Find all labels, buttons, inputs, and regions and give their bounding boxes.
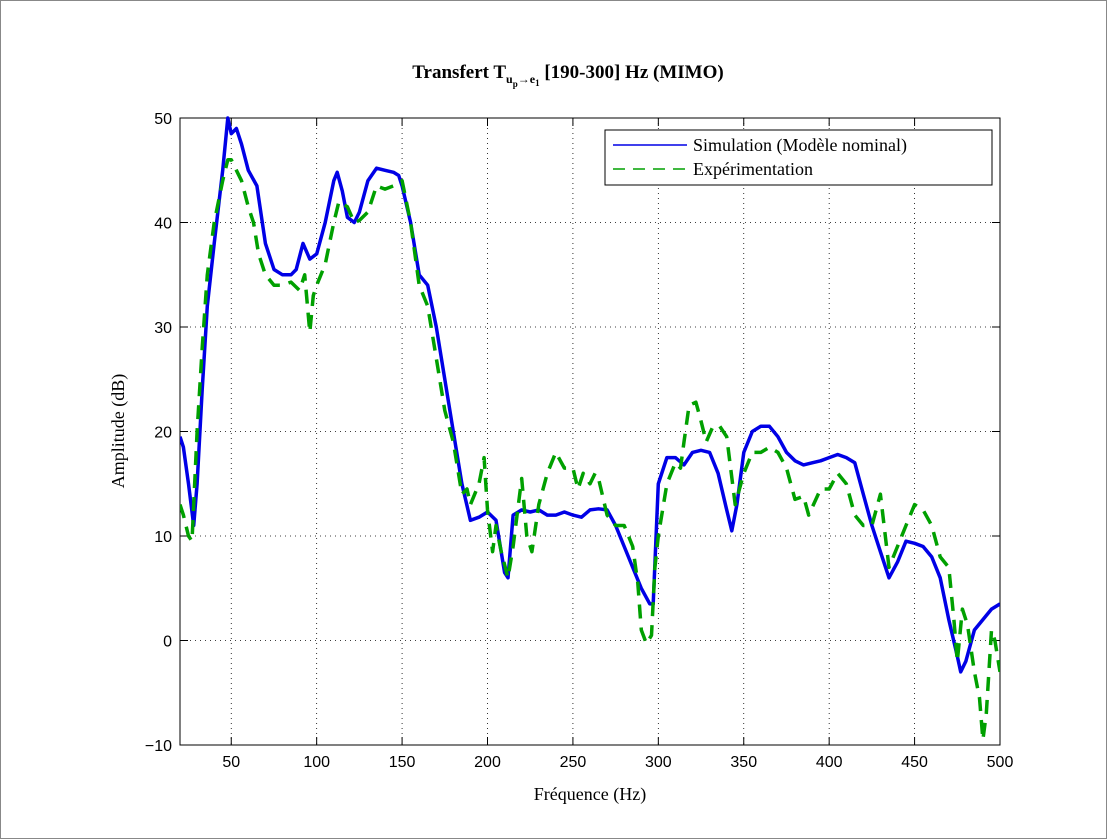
title-part: u bbox=[506, 72, 513, 86]
title-part: [190-300] Hz (MIMO) bbox=[540, 62, 724, 83]
chart-title: Transfert Tup→e1 [190-300] Hz (MIMO) bbox=[412, 62, 723, 89]
y-tick-label: 0 bbox=[163, 634, 172, 651]
y-axis-label: Amplitude (dB) bbox=[108, 374, 129, 489]
y-tick-label: 20 bbox=[154, 425, 172, 442]
title-part: →e bbox=[518, 72, 536, 86]
legend-label: Simulation (Modèle nominal) bbox=[693, 135, 907, 156]
plot-frame bbox=[179, 117, 1001, 746]
x-tick-label: 350 bbox=[730, 754, 757, 771]
y-tick-label: 10 bbox=[154, 529, 172, 546]
legend-box bbox=[604, 129, 993, 186]
y-tick-label: 40 bbox=[154, 216, 172, 233]
data-line bbox=[180, 116, 1000, 674]
x-tick-label: 100 bbox=[303, 754, 330, 771]
x-tick-label: 400 bbox=[816, 754, 843, 771]
x-tick-label: 200 bbox=[474, 754, 501, 771]
x-tick-label: 500 bbox=[987, 754, 1014, 771]
x-tick-label: 300 bbox=[645, 754, 672, 771]
x-tick-label: 150 bbox=[389, 754, 416, 771]
title-part: 1 bbox=[535, 78, 540, 88]
legend-label: Expérimentation bbox=[693, 159, 813, 179]
title-part: Transfert T bbox=[412, 62, 506, 83]
data-line bbox=[180, 158, 1000, 742]
y-tick-label: 30 bbox=[154, 320, 172, 337]
title-part: p bbox=[513, 79, 518, 89]
x-axis-label: Fréquence (Hz) bbox=[534, 784, 646, 805]
y-tick-label: 50 bbox=[154, 111, 172, 128]
x-tick-label: 450 bbox=[901, 754, 928, 771]
x-tick-label: 250 bbox=[560, 754, 587, 771]
x-tick-label: 50 bbox=[222, 754, 240, 771]
y-tick-label: −10 bbox=[145, 738, 172, 755]
